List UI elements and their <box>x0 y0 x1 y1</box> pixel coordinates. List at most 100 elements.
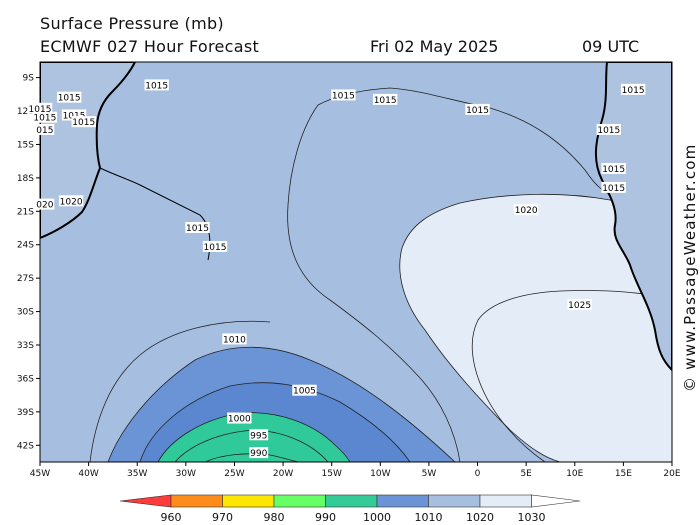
pressure-band-1020 <box>399 193 672 462</box>
watermark: © www.PassageWeather.com <box>681 143 699 392</box>
contour-label-bg <box>601 181 626 193</box>
isobar-1025 <box>471 290 672 462</box>
contour-label: 1015 <box>374 96 397 106</box>
lon-tick-label: 0 <box>475 469 481 479</box>
map-frame <box>39 61 673 463</box>
contour-label: 1015 <box>29 105 52 115</box>
contour-label-bg <box>202 240 228 252</box>
lon-tick-label: 10E <box>566 469 583 479</box>
contour-label-bg <box>35 123 55 135</box>
contour-label: 1020 <box>60 197 83 207</box>
contour-label: 1015 <box>622 86 645 96</box>
lon-tick-label: 25W <box>224 469 244 479</box>
contour-label: 1015 <box>58 94 81 104</box>
south-america-land <box>40 62 137 240</box>
lon-tick-label: 15W <box>322 469 342 479</box>
contour-label: 1015 <box>33 114 56 124</box>
legend-label: 1010 <box>415 511 443 524</box>
legend-label: 980 <box>264 511 285 524</box>
contour-label: 020 <box>36 201 53 211</box>
legend-swatch <box>376 494 429 508</box>
contour-label: 990 <box>250 449 267 459</box>
contour-label-bg <box>58 195 84 207</box>
contour-label-bg <box>144 79 169 91</box>
contour-label-bg <box>372 93 398 105</box>
lon-tick-label: 15E <box>615 469 632 479</box>
legend-swatch <box>170 494 223 508</box>
contour-label-bg <box>27 102 53 114</box>
africa-land <box>595 62 672 372</box>
legend-label: 1020 <box>466 511 494 524</box>
contour-label-bg <box>513 204 539 216</box>
lat-tick-label: 21S <box>17 207 34 217</box>
contour-label-bg <box>620 83 646 95</box>
lat-tick-label: 30S <box>17 308 34 318</box>
forecast-time: 09 UTC <box>582 37 640 56</box>
lon-tick-label: 45W <box>30 469 50 479</box>
contour-label-bg <box>331 89 356 101</box>
lat-axis: 9S 12S 15S 18S 21S 24S 27S 30S 33S 36S 39S 42S <box>17 74 40 451</box>
lon-tick-label: 5E <box>520 469 532 479</box>
lon-tick-label: 20W <box>273 469 293 479</box>
contour-label-bg <box>35 198 55 210</box>
contour-label-bg <box>71 116 96 128</box>
lon-axis: 45W 40W 35W 30W 25W 20W 15W 10W 5W 0 5E 10E 15E 20E <box>30 462 681 479</box>
legend-swatch <box>428 494 481 508</box>
legend-label: 1000 <box>363 511 391 524</box>
lon-tick-label: 20E <box>663 469 680 479</box>
contour-label-bg <box>222 333 247 345</box>
lat-tick-label: 24S <box>17 241 34 251</box>
contour-label: 1015 <box>204 243 227 253</box>
legend-arrow-right <box>531 494 581 508</box>
contour-label: 1015 <box>72 118 95 128</box>
contour-label: 1015 <box>186 224 209 234</box>
legend-swatch <box>222 494 275 508</box>
legend: 960 970 980 990 1000 1010 1020 1030 <box>119 494 581 524</box>
contour-label: 1020 <box>515 206 538 216</box>
isobar-outer <box>89 320 271 462</box>
legend-label: 970 <box>212 511 233 524</box>
legend-label: 990 <box>315 511 336 524</box>
contour-label-bg <box>596 123 621 135</box>
lat-tick-label: 39S <box>17 408 34 418</box>
contour-label: 1005 <box>293 387 316 397</box>
legend-swatch <box>273 494 326 508</box>
contour-label-bg <box>56 91 82 103</box>
contour-label: 1010 <box>223 335 246 345</box>
legend-swatch <box>479 494 532 508</box>
lat-tick-label: 33S <box>17 341 34 351</box>
contour-label-bg <box>292 384 317 396</box>
chart-title: Surface Pressure (mb) <box>40 14 224 33</box>
isobar-1015-north <box>317 87 621 199</box>
contour-label: 1000 <box>228 415 251 425</box>
lon-tick-label: 35W <box>127 469 147 479</box>
legend-swatch <box>325 494 378 508</box>
isobar-1015-mid <box>287 104 461 462</box>
lat-tick-label: 15S <box>17 140 34 150</box>
legend-label: 1030 <box>518 511 546 524</box>
contour-label: 015 <box>36 126 53 136</box>
contour-label-bg <box>185 222 210 234</box>
lat-tick-label: 12S <box>17 107 34 117</box>
model-label: ECMWF 027 Hour Forecast <box>40 37 260 56</box>
contour-label-bg <box>601 162 626 174</box>
lon-tick-label: 5W <box>422 469 437 479</box>
contour-label-bg <box>249 447 269 459</box>
lon-tick-label: 30W <box>176 469 196 479</box>
contour-label: 1015 <box>466 106 489 116</box>
contour-labels: 1015101510150151015101510151015101510151… <box>27 79 646 459</box>
lon-tick-label: 10W <box>370 469 390 479</box>
contour-label-bg <box>61 109 87 121</box>
contour-label: 995 <box>250 431 267 441</box>
contour-label: 1015 <box>332 91 355 101</box>
contour-label: 1015 <box>597 126 620 136</box>
lat-tick-label: 9S <box>23 74 35 84</box>
legend-label: 960 <box>161 511 182 524</box>
map-area <box>40 62 672 462</box>
isobar-990 <box>204 453 301 462</box>
lat-tick-label: 36S <box>17 374 34 384</box>
contour-label-bg <box>249 429 269 441</box>
contour-label-bg <box>465 103 490 115</box>
lon-tick-label: 40W <box>78 469 98 479</box>
